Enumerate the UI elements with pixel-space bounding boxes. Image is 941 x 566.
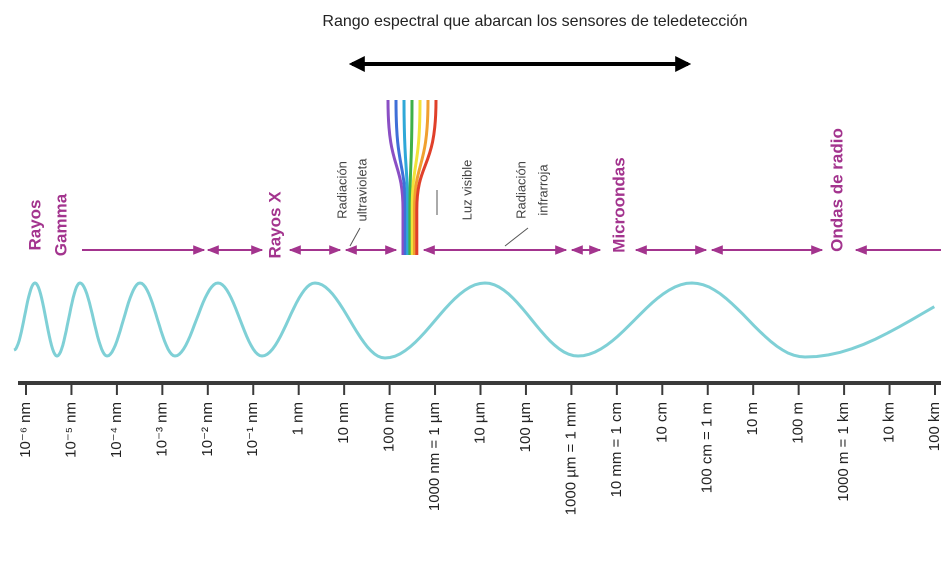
tick-label: 10 nm — [335, 402, 352, 444]
tick-label: 100 km — [926, 402, 941, 451]
band-note: Radiación — [513, 161, 528, 219]
band-note: ultravioleta — [354, 158, 369, 222]
tick-label: 100 cm = 1 m — [699, 402, 716, 493]
leaders — [350, 190, 528, 246]
tick-label: 100 nm — [381, 402, 398, 452]
band-note: Radiación — [334, 161, 349, 219]
tick-label: 100 m — [790, 402, 807, 444]
band-label: Ondas de radio — [827, 128, 846, 252]
tick-label: 10⁻¹ nm — [244, 402, 261, 457]
tick-label: 10⁻⁵ nm — [62, 402, 79, 458]
tick-label: 10 cm — [653, 402, 670, 443]
band-label: Rayos X — [265, 191, 284, 259]
wave — [14, 283, 934, 358]
tick-label: 10⁻² nm — [199, 402, 216, 457]
band-note: infrarroja — [535, 164, 550, 216]
band-label: Microondas — [609, 157, 628, 252]
band-label: Rayos — [25, 199, 44, 250]
tick-label: 100 µm — [517, 402, 534, 452]
tick-label: 10⁻³ nm — [153, 402, 170, 457]
tick-label: 10 km — [881, 402, 898, 443]
scale: 10⁻⁶ nm 10⁻⁵ nm 10⁻⁴ nm 10⁻³ nm 10⁻² nm 10⁻¹ … — [17, 383, 941, 515]
title: Rango espectral que abarcan los sensores… — [322, 13, 747, 30]
tick-label: 10 mm = 1 cm — [608, 402, 625, 497]
visible-fan — [388, 100, 436, 255]
spectrum-diagram: Rango espectral que abarcan los sensores… — [0, 0, 941, 566]
tick-label: 10⁻⁶ nm — [17, 402, 34, 458]
tick-label: 10⁻⁴ nm — [108, 402, 125, 458]
tick-label: 10 m — [744, 402, 761, 435]
tick-label: 1 nm — [290, 402, 307, 435]
band-label: Gamma — [51, 193, 70, 256]
tick-label: 1000 m = 1 km — [835, 402, 852, 502]
tick-label: 1000 nm = 1 µm — [426, 402, 443, 511]
tick-label: 1000 µm = 1 mm — [562, 402, 579, 515]
band-note: Luz visible — [459, 160, 474, 221]
tick-label: 10 µm — [471, 402, 488, 444]
